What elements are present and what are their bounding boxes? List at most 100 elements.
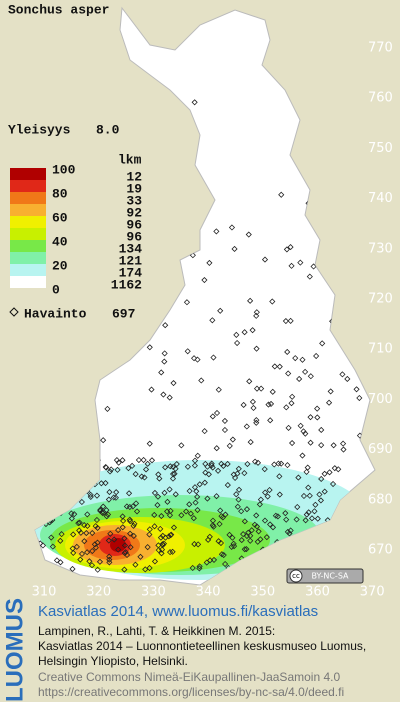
observation-marker [127,530,134,537]
observation-marker [266,486,273,494]
observation-marker [300,492,308,500]
observation-marker [235,465,242,472]
legend-count: 134 [119,241,143,256]
legend-count: 33 [126,193,142,208]
observation-marker [252,458,259,465]
observation-marker [307,414,314,421]
observation-marker [278,460,285,467]
observation-marker [94,539,101,546]
legend-swatch [10,276,46,288]
country-outline [34,6,376,586]
observation-marker [142,466,150,473]
legend-swatch [10,216,46,228]
observation-marker [316,491,323,498]
observation-marker [194,506,201,514]
observation-marker [172,465,179,472]
observation-marker [243,506,251,513]
observation-marker [102,479,109,487]
observation-marker [272,512,279,519]
observation-marker [229,534,236,541]
observation-marker [224,482,231,489]
observation-marker [266,521,274,528]
observation-marker [327,388,334,395]
observation-marker [271,461,278,468]
observation-marker [253,312,260,319]
frequency-value: 8.0 [96,122,120,137]
observation-marker [113,489,120,496]
observation-marker [330,442,337,449]
observation-marker [284,528,291,535]
observation-marker [178,442,185,449]
observation-marker [247,537,254,544]
observation-marker [318,426,325,434]
observation-marker [296,375,303,383]
observation-marker [288,400,295,407]
observation-marker [222,560,229,568]
observation-marker [321,470,328,477]
observation-marker [161,350,168,357]
observation-marker [88,562,96,569]
observation-marker [240,531,247,538]
legend-swatch [10,192,46,204]
observation-marker [57,537,64,544]
observation-marker [235,486,243,493]
observation-marker [184,348,191,355]
observation-marker [104,405,111,412]
observation-marker [100,437,107,444]
observation-marker [78,498,85,506]
observation-marker [119,457,126,464]
observation-marker [191,99,198,106]
observation-marker [283,516,290,523]
observation-marker [294,503,301,511]
observation-marker [241,518,248,525]
observation-marker [170,524,178,531]
observation-marker [106,559,113,566]
observation-marker [71,511,78,518]
observation-marker [125,465,132,472]
legend-swatch [10,180,46,192]
license-badge: cc BY-NC-SA [286,568,364,584]
observation-marker [142,566,149,573]
observation-marker [312,501,319,508]
legend-level: 100 [52,162,76,177]
legend-swatch [10,168,46,180]
observation-marker [314,515,321,522]
observation-marker [240,401,247,409]
frequency-label: Yleisyys [8,122,71,137]
observation-marker [353,386,360,393]
observation-marker [253,309,260,316]
observation-marker [306,273,313,280]
legend-count: 92 [126,205,142,220]
license-line: Creative Commons Nimeä-EiKaupallinen-Jaa… [38,670,340,684]
cc-text: BY-NC-SA [311,572,349,581]
observation-marker [249,398,256,405]
observation-marker [285,370,292,377]
observation-marker [157,525,164,532]
observation-marker [113,457,120,464]
observation-marker [146,440,153,447]
observation-marker [148,386,155,393]
observation-marker [193,488,200,495]
observation-marker [121,566,128,573]
observation-marker [253,523,261,530]
observation-marker [172,491,179,498]
observation-marker [214,467,222,474]
observation-marker [77,556,84,563]
observation-marker [302,517,309,524]
observation-marker [146,531,153,538]
observation-marker [126,503,133,511]
observation-marker [317,497,324,504]
observation-marker [158,369,165,376]
observation-marker [261,256,269,263]
observation-marker [303,468,310,475]
northing-label: 750 [368,141,393,156]
legend-swatch [10,240,46,252]
observation-marker [158,550,165,557]
observation-marker [226,531,233,538]
observation-marker [140,456,147,464]
observation-marker [187,510,194,517]
observation-marker [131,520,138,527]
observation-marker [310,263,317,270]
observation-marker [159,541,166,549]
